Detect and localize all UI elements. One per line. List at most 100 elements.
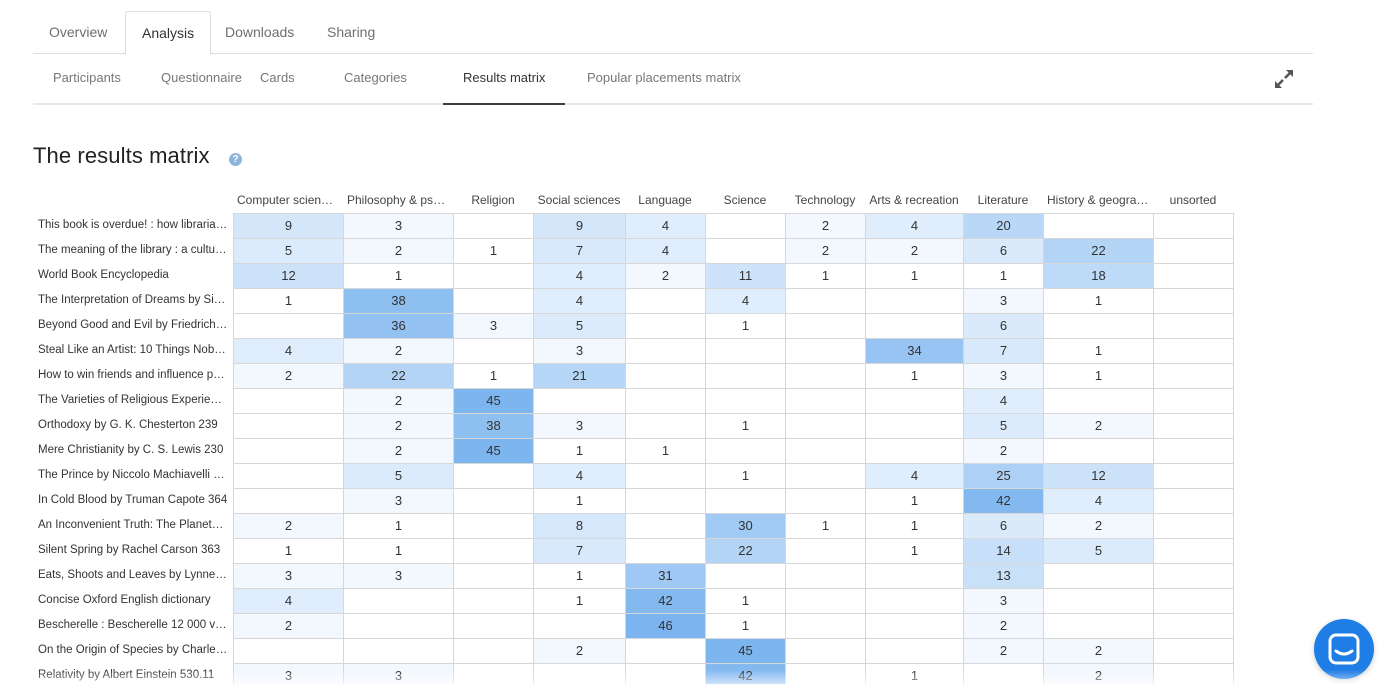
matrix-cell: [1154, 289, 1234, 314]
matrix-cell: 46: [626, 614, 706, 639]
matrix-cell: 4: [1044, 489, 1154, 514]
matrix-cell: 42: [626, 589, 706, 614]
matrix-cell: 45: [454, 389, 534, 414]
matrix-cell: 36: [344, 314, 454, 339]
matrix-cell: 9: [534, 214, 626, 239]
matrix-cell: 2: [234, 514, 344, 539]
matrix-cell: [626, 414, 706, 439]
matrix-cell: [1154, 639, 1234, 664]
matrix-cell: 2: [1044, 514, 1154, 539]
matrix-cell: 1: [234, 289, 344, 314]
row-label: How to win friends and influence people: [38, 369, 228, 381]
matrix-cell: [626, 664, 706, 684]
subtab-participants[interactable]: Participants: [53, 70, 121, 85]
matrix-cell: [786, 339, 866, 364]
matrix-cell: 9: [234, 214, 344, 239]
matrix-cell: 3: [454, 314, 534, 339]
matrix-cell: 4: [866, 464, 964, 489]
matrix-cell: [454, 614, 534, 639]
matrix-cell: [866, 639, 964, 664]
column-header: Technology: [794, 193, 856, 207]
row-label: On the Origin of Species by Charles Darw…: [38, 644, 228, 656]
matrix-cell: 5: [534, 314, 626, 339]
matrix-cell: 2: [964, 439, 1044, 464]
matrix-cell: [706, 364, 786, 389]
row-label: Concise Oxford English dictionary: [38, 594, 211, 606]
matrix-cell: [234, 414, 344, 439]
matrix-cell: 1: [866, 364, 964, 389]
matrix-cell: 25: [964, 464, 1044, 489]
matrix-cell: 22: [706, 539, 786, 564]
matrix-cell: 1: [454, 239, 534, 264]
subtab-questionnaire[interactable]: Questionnaire: [161, 70, 242, 85]
matrix-cell: 45: [706, 639, 786, 664]
matrix-cell: 1: [706, 589, 786, 614]
matrix-cell: 3: [964, 364, 1044, 389]
matrix-cell: 4: [534, 264, 626, 289]
row-label: This book is overdue! : how librarians a…: [38, 219, 228, 231]
tab-downloads[interactable]: Downloads: [225, 24, 295, 40]
tab-sharing[interactable]: Sharing: [327, 24, 376, 40]
matrix-cell: [786, 639, 866, 664]
subtab-cards[interactable]: Cards: [260, 70, 295, 85]
matrix-cell: [786, 364, 866, 389]
matrix-cell: 38: [454, 414, 534, 439]
row-label: An Inconvenient Truth: The Planetary Eme…: [38, 519, 228, 531]
matrix-cell: 1: [866, 264, 964, 289]
matrix-cell: 3: [534, 339, 626, 364]
row-label: Orthodoxy by G. K. Chesterton 239: [38, 419, 218, 431]
matrix-cell: [786, 489, 866, 514]
matrix-cell: [786, 464, 866, 489]
analysis-subtabs: Participants Questionnaire Cards Categories…: [33, 54, 1313, 105]
matrix-cell: [344, 614, 454, 639]
matrix-cell: 1: [534, 589, 626, 614]
matrix-cell: 30: [706, 514, 786, 539]
matrix-cell: 1: [1044, 289, 1154, 314]
matrix-cell: [454, 214, 534, 239]
matrix-cell: [786, 414, 866, 439]
column-header: Arts & recreation: [869, 193, 959, 207]
matrix-cell: [866, 614, 964, 639]
chat-launcher-button[interactable]: [1314, 619, 1374, 679]
matrix-cell: [786, 564, 866, 589]
subtab-popular-placements-matrix[interactable]: Popular placements matrix: [587, 70, 741, 85]
row-label: Mere Christianity by C. S. Lewis 230: [38, 444, 224, 456]
matrix-cell: [626, 489, 706, 514]
tab-overview[interactable]: Overview: [49, 24, 108, 40]
matrix-cell: 2: [964, 614, 1044, 639]
matrix-cell: 14: [964, 539, 1044, 564]
subtab-categories[interactable]: Categories: [344, 70, 407, 85]
matrix-cell: [1154, 514, 1234, 539]
matrix-cell: [626, 314, 706, 339]
matrix-cell: 7: [964, 339, 1044, 364]
matrix-cell: [234, 389, 344, 414]
matrix-cell: [1044, 389, 1154, 414]
matrix-cell: 5: [344, 464, 454, 489]
matrix-cell: [866, 564, 964, 589]
matrix-cell: [234, 639, 344, 664]
tab-analysis[interactable]: Analysis: [125, 11, 212, 55]
row-label: Relativity by Albert Einstein 530.11: [38, 669, 215, 681]
matrix-cell: 1: [964, 264, 1044, 289]
matrix-cell: [534, 389, 626, 414]
matrix-cell: [534, 664, 626, 684]
matrix-cell: 1: [454, 364, 534, 389]
primary-tabs: Overview Analysis Downloads Sharing: [33, 11, 1313, 55]
subtab-results-matrix[interactable]: Results matrix: [443, 54, 566, 105]
matrix-cell: [866, 289, 964, 314]
matrix-cell: 2: [866, 239, 964, 264]
matrix-cell: 2: [234, 614, 344, 639]
matrix-cell: [1154, 489, 1234, 514]
matrix-cell: [454, 564, 534, 589]
help-icon[interactable]: ?: [229, 153, 242, 166]
expand-icon[interactable]: [1273, 68, 1295, 90]
matrix-cell: 4: [626, 239, 706, 264]
matrix-cell: [234, 439, 344, 464]
matrix-cell: [1154, 264, 1234, 289]
matrix-cell: 1: [706, 314, 786, 339]
matrix-cell: [1154, 614, 1234, 639]
matrix-cell: [706, 439, 786, 464]
matrix-cell: [344, 639, 454, 664]
matrix-cell: 2: [234, 364, 344, 389]
column-header: History & geography: [1047, 193, 1149, 207]
